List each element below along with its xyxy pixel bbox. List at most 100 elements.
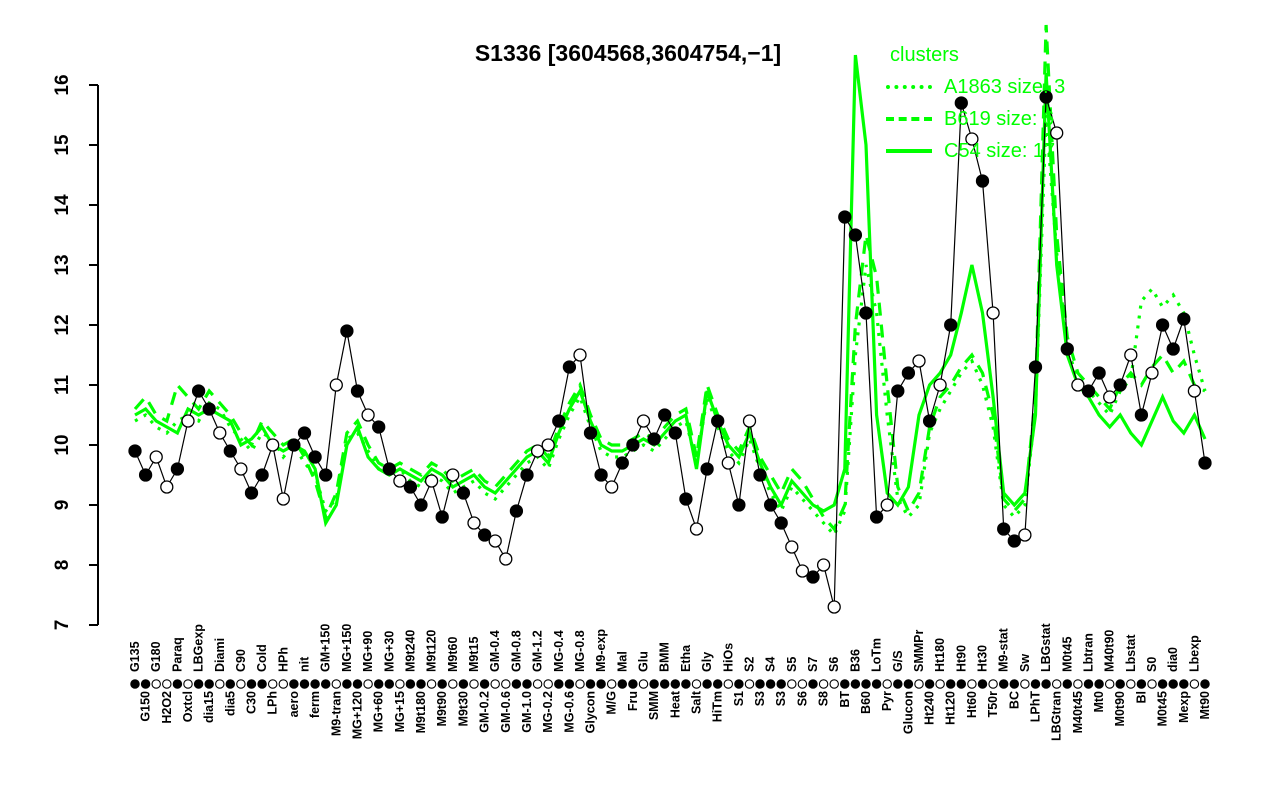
x-axis-label: S5 <box>785 657 799 672</box>
symbol-row-point <box>172 679 183 689</box>
symbol-row-point <box>183 679 193 689</box>
data-point <box>975 174 990 188</box>
symbol-row-point <box>416 679 426 689</box>
x-axis-label: S7 <box>806 657 820 672</box>
symbol-row-point <box>1041 679 1051 689</box>
solid-line-sample <box>886 149 932 153</box>
data-point <box>859 306 873 320</box>
data-point <box>1145 366 1159 380</box>
data-point <box>1039 90 1053 104</box>
data-point <box>965 132 979 146</box>
data-point <box>329 378 343 392</box>
symbol-row-point <box>395 679 405 689</box>
main-series-markers <box>128 90 1212 614</box>
symbol-row-point <box>988 679 998 689</box>
x-axis-label: Bl <box>1134 691 1148 704</box>
x-axis-label: Glycon <box>584 691 598 733</box>
symbol-row-point <box>246 679 257 689</box>
data-point <box>901 366 916 380</box>
data-point <box>785 540 799 554</box>
x-axis-label: SMMPr <box>912 630 926 673</box>
x-axis-label: LPh <box>266 691 280 715</box>
x-axis-label: M40t90 <box>1103 630 1117 672</box>
x-axis-label: M9t60 <box>446 637 460 672</box>
symbol-row-point <box>257 679 267 689</box>
data-point <box>1103 390 1117 404</box>
x-axis-label: G135 <box>128 641 142 672</box>
dashed-line-sample <box>886 117 932 121</box>
symbol-row-point <box>734 679 744 689</box>
symbol-row-point <box>829 679 839 689</box>
legend-entry-label: C54 size: 17 <box>944 139 1056 162</box>
x-axis-label: HPh <box>276 647 290 672</box>
symbol-row-point <box>977 679 988 689</box>
data-point <box>552 414 566 428</box>
data-point <box>795 564 810 578</box>
data-point <box>605 480 619 494</box>
y-tick-label: 12 <box>52 314 73 335</box>
symbol-row-point <box>458 679 469 689</box>
data-point <box>689 522 704 536</box>
data-point <box>1071 378 1085 392</box>
x-axis-label: S0 <box>1145 657 1159 672</box>
plot-title: S1336 [3604568,3604754,−1] <box>474 40 782 66</box>
x-axis-label: M0t45 <box>1060 637 1074 672</box>
legend-entry-c54: C54 size: 17 <box>886 135 1065 167</box>
x-axis-label: Mal <box>615 651 629 672</box>
data-point <box>1124 348 1138 362</box>
data-point <box>838 210 852 224</box>
data-point <box>138 468 153 482</box>
x-axis-label: MG+15 <box>393 691 407 732</box>
data-point <box>456 486 471 500</box>
data-point <box>266 438 280 452</box>
data-point <box>583 426 598 440</box>
x-axis-label: LBGtran <box>1050 691 1064 741</box>
y-tick-label: 16 <box>52 74 73 95</box>
x-axis-label: S1 <box>732 691 746 706</box>
symbol-row-point <box>1104 679 1115 689</box>
x-axis-label: GM-0.2 <box>478 691 492 733</box>
data-point <box>340 324 354 338</box>
x-axis-label: MG+30 <box>382 631 396 672</box>
symbol-row-point <box>691 679 702 689</box>
x-axis-label: Mexp <box>1177 691 1191 723</box>
x-axis-label: M0t45 <box>1156 691 1170 726</box>
symbol-row-point <box>479 679 490 689</box>
data-point <box>499 552 513 566</box>
x-axis-label: Heat <box>668 690 682 718</box>
symbol-row-point <box>787 679 797 689</box>
symbol-row-point <box>1168 679 1178 689</box>
x-axis-label: M40t45 <box>1071 691 1085 733</box>
data-point <box>191 384 206 398</box>
data-point <box>944 318 958 332</box>
x-axis-label: GM-0.6 <box>499 691 513 733</box>
data-point <box>1028 360 1043 374</box>
legend-entry-b619: B619 size: 6 <box>886 103 1065 135</box>
data-point <box>170 462 185 476</box>
x-axis-label: GM-1.2 <box>531 630 545 672</box>
symbol-row-point <box>659 679 670 689</box>
data-point <box>403 480 418 494</box>
x-axis-label: LPhT <box>1029 691 1043 723</box>
x-axis-label: C90 <box>234 649 248 672</box>
data-point <box>297 426 312 440</box>
legend-entry-label: A1863 size: 3 <box>944 75 1066 98</box>
legend: clusters A1863 size: 3 B619 size: 6 C54 … <box>886 44 1065 167</box>
cluster-line-c54 <box>134 54 1207 528</box>
data-point <box>244 486 259 500</box>
x-axis-label: LoTm <box>870 638 884 672</box>
symbol-row-point <box>712 679 723 689</box>
x-axis-label: Etha <box>679 644 693 672</box>
data-point <box>361 408 375 422</box>
data-point <box>213 426 227 440</box>
data-point <box>1092 366 1106 380</box>
data-point <box>954 96 968 110</box>
x-axis-label: S3 <box>753 691 767 706</box>
symbol-row-point <box>956 679 967 689</box>
x-axis-label: ferm <box>308 691 322 718</box>
symbol-row-point <box>1126 679 1136 689</box>
data-point <box>149 450 163 464</box>
data-point <box>509 504 524 518</box>
x-axis-label: LBGstat <box>1039 623 1053 672</box>
x-axis-label: M9t90 <box>435 691 449 726</box>
